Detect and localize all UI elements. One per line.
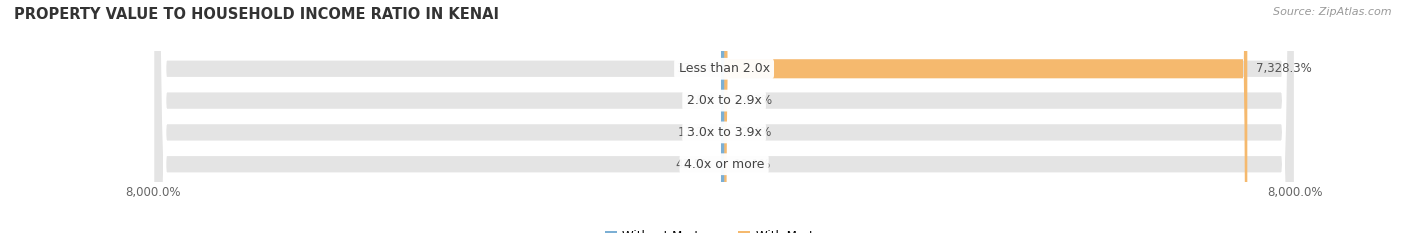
Text: 3.0x to 3.9x: 3.0x to 3.9x — [686, 126, 762, 139]
Text: 7,328.3%: 7,328.3% — [1256, 62, 1312, 75]
Text: 34.3%: 34.3% — [735, 94, 772, 107]
Text: 11.2%: 11.2% — [678, 126, 714, 139]
Text: Less than 2.0x: Less than 2.0x — [679, 62, 769, 75]
Text: 2.0x to 2.9x: 2.0x to 2.9x — [686, 94, 762, 107]
Text: 10.1%: 10.1% — [734, 158, 770, 171]
Text: Source: ZipAtlas.com: Source: ZipAtlas.com — [1274, 7, 1392, 17]
Text: 43.5%: 43.5% — [675, 158, 713, 171]
FancyBboxPatch shape — [153, 0, 1295, 233]
FancyBboxPatch shape — [724, 0, 1247, 233]
Text: 32.8%: 32.8% — [676, 62, 713, 75]
FancyBboxPatch shape — [153, 0, 1295, 233]
FancyBboxPatch shape — [721, 0, 724, 233]
FancyBboxPatch shape — [724, 77, 727, 124]
Text: PROPERTY VALUE TO HOUSEHOLD INCOME RATIO IN KENAI: PROPERTY VALUE TO HOUSEHOLD INCOME RATIO… — [14, 7, 499, 22]
Legend: Without Mortgage, With Mortgage: Without Mortgage, With Mortgage — [600, 225, 848, 233]
Text: 4.0x or more: 4.0x or more — [683, 158, 765, 171]
FancyBboxPatch shape — [153, 0, 1295, 233]
FancyBboxPatch shape — [153, 0, 1295, 233]
Text: 9.8%: 9.8% — [685, 94, 714, 107]
FancyBboxPatch shape — [724, 120, 725, 144]
FancyBboxPatch shape — [721, 0, 724, 233]
Text: 22.4%: 22.4% — [734, 126, 772, 139]
